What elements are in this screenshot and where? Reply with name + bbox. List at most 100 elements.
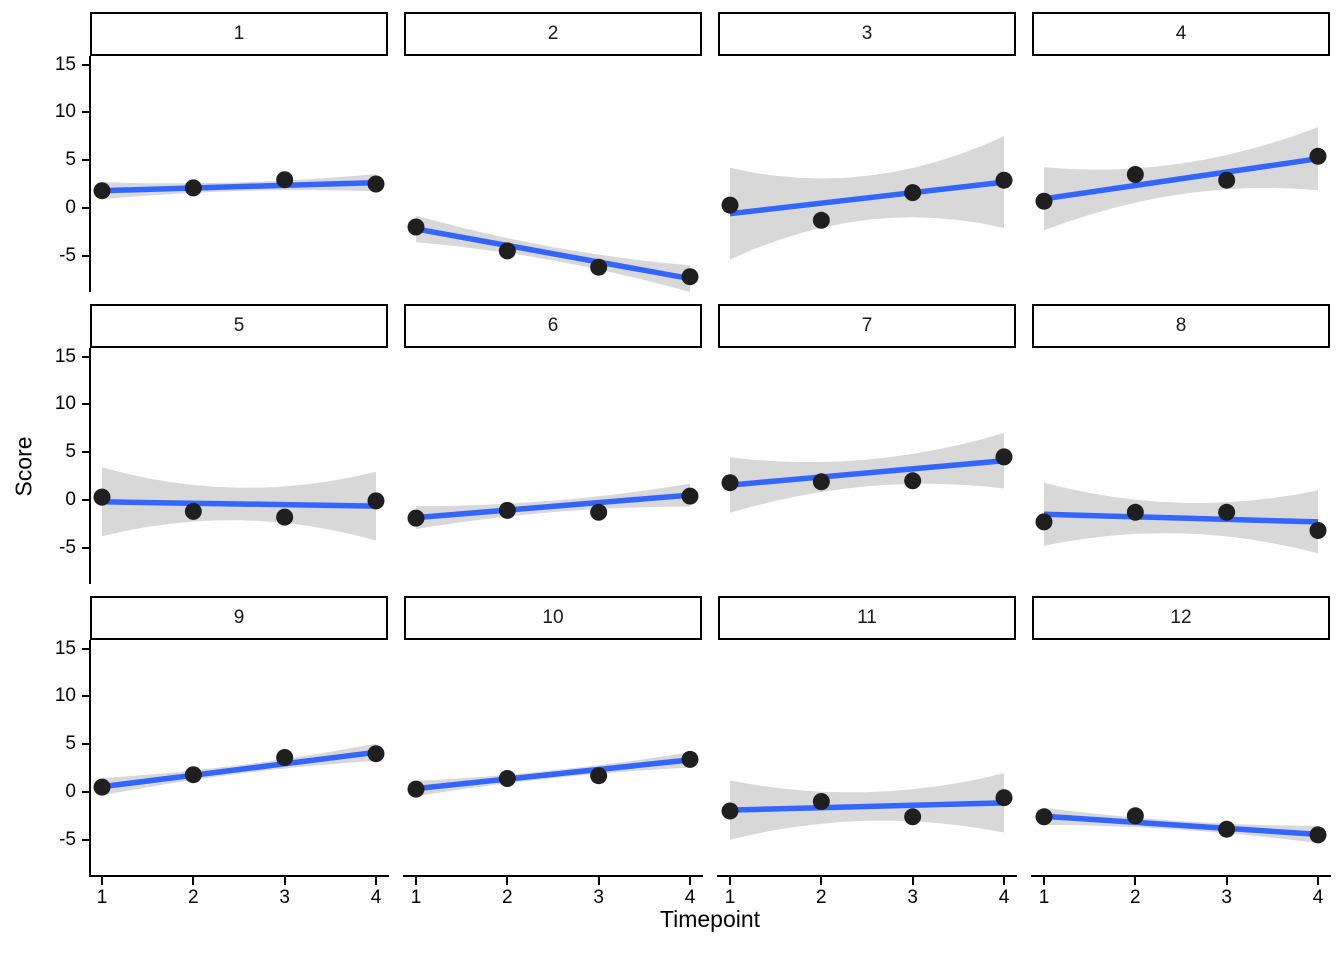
facet-strip: 8 [1032,304,1330,348]
trend-line [1043,511,1319,525]
trend-line [729,800,1005,813]
facet-panel [1035,127,1327,231]
y-tick [82,111,90,114]
x-tick [1317,877,1319,885]
facet-strip-label: 8 [1175,315,1187,336]
data-point [184,766,202,784]
facet-strip: 10 [404,596,702,640]
data-point [590,503,608,521]
facet-panel [1035,482,1327,554]
y-tick-label: -5 [59,244,76,266]
trend-line [415,492,691,521]
y-tick-label: 0 [65,196,76,218]
data-point [1126,807,1144,825]
data-point [1309,826,1327,844]
x-tick-label: 2 [188,887,199,908]
x-axis-line [717,875,1017,877]
data-point [1309,147,1327,165]
y-tick-label: 5 [65,149,76,171]
y-axis-line [89,348,91,584]
x-tick-label: 4 [370,887,382,908]
facet-panel [93,743,385,796]
trend-line [729,457,1005,488]
data-point [498,501,516,519]
facet-panel [93,467,385,541]
x-axis-line [1031,875,1331,877]
facet-panel [407,483,699,530]
facet-strip-label: 9 [233,607,245,628]
data-point [498,242,516,260]
data-point [407,780,425,798]
x-tick-label: 3 [907,887,918,908]
y-axis-line [89,56,91,292]
data-point [721,802,739,820]
data-point [276,171,294,189]
facet-panel [407,750,699,798]
data-point [1035,192,1053,210]
data-point [1218,171,1236,189]
x-tick [820,877,823,885]
trend-line [415,757,691,792]
x-tick [1225,877,1228,885]
x-axis-line [89,875,389,877]
y-tick [82,498,90,501]
data-point [498,770,516,787]
data-point [904,184,922,202]
facet-panel [721,433,1013,513]
facet-panel [721,773,1013,840]
y-tick [82,355,90,358]
x-tick-label: 3 [279,887,290,908]
trend-line [415,226,691,282]
data-point [276,749,294,766]
facet-strip-label: 5 [233,315,245,336]
x-tick-label: 4 [1312,887,1324,908]
trend-line [101,499,377,509]
data-point [1309,522,1327,539]
facet-panel [407,215,699,292]
data-point [721,474,739,492]
x-tick-label: 4 [998,887,1010,908]
y-tick [82,838,90,841]
facet-strip: 6 [404,304,702,348]
data-point [407,218,425,236]
facet-strip-label: 7 [861,315,873,336]
facet-strip: 2 [404,12,702,56]
x-axis-line [403,875,703,877]
y-tick-label: 5 [65,441,76,463]
x-tick-label: 2 [816,887,827,908]
facet-strip-label: 4 [1175,23,1187,44]
y-tick-label: 10 [54,393,76,415]
x-tick [283,877,286,885]
facet-strip: 5 [90,304,388,348]
facet-strip: 7 [718,304,1016,348]
facet-strip-label: 3 [861,23,873,44]
facet-strip: 11 [718,596,1016,640]
x-axis-title: Timepoint [659,906,761,932]
data-point [367,492,385,510]
data-point [995,171,1013,189]
data-point [812,793,830,810]
facet-panel [1035,807,1327,844]
data-point [812,473,830,491]
data-point [1218,820,1236,838]
data-point [276,508,294,526]
trend-line [1043,155,1319,202]
y-axis-title: Score [10,436,37,497]
data-point [93,182,111,200]
data-point [407,509,425,527]
data-point [904,808,922,826]
x-tick-label: 3 [1221,887,1232,908]
facet-strip-label: 12 [1170,607,1192,628]
y-tick [82,403,90,406]
y-tick-label: 0 [65,488,76,510]
y-tick [82,63,90,66]
facet-panel [93,171,385,200]
data-point [93,488,111,506]
facet-strip: 1 [90,12,388,56]
trend-line [101,749,377,790]
data-point [184,179,202,197]
x-tick-label: 1 [410,887,422,908]
x-tick [1043,877,1045,885]
facet-panel [721,136,1013,260]
